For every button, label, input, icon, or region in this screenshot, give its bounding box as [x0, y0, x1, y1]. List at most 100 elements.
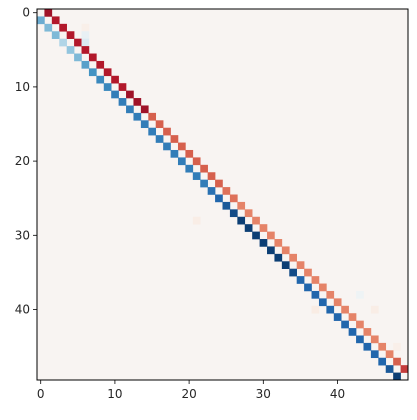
heatmap-cell	[103, 68, 112, 77]
heatmap-cell	[177, 157, 186, 166]
heatmap-cell	[81, 46, 90, 54]
heatmap-cell	[118, 98, 127, 106]
heatmap-cell	[393, 342, 401, 351]
heatmap-cell	[311, 305, 320, 314]
heatmap-cell	[318, 283, 327, 292]
heatmap-cell	[88, 68, 97, 77]
heatmap-cell	[81, 38, 90, 47]
heatmap-cell	[51, 16, 60, 25]
heatmap-cell	[177, 142, 186, 151]
heatmap-cell	[140, 105, 149, 114]
heatmap-cell	[296, 261, 305, 269]
heatmap-cell	[304, 268, 312, 277]
plot-frame	[36, 8, 409, 381]
heatmap-cell	[378, 342, 387, 351]
y-tick-label: 40	[15, 303, 30, 317]
heatmap-cell	[111, 75, 119, 84]
heatmap-cell	[118, 83, 127, 91]
x-tick-label: 30	[256, 387, 271, 401]
heatmap-cell	[66, 46, 75, 54]
heatmap-cell	[185, 149, 194, 158]
x-axis-ticks: 0 10 20 30 40	[37, 380, 345, 401]
heatmap-cell	[200, 179, 208, 188]
heatmap-cell	[341, 305, 349, 314]
heatmap-cell	[341, 320, 349, 329]
heatmap-cell	[393, 357, 401, 366]
heatmap-cell	[370, 305, 379, 314]
heatmap-cell	[81, 60, 90, 69]
heatmap-cell	[311, 276, 320, 284]
heatmap-cell	[74, 53, 82, 62]
heatmap-cell	[311, 290, 320, 299]
heatmap-cell	[385, 365, 394, 373]
heatmap-cell	[289, 253, 297, 262]
heatmap-cell	[81, 23, 90, 32]
heatmap-cell	[244, 224, 253, 232]
heatmap-cell	[244, 209, 253, 218]
heatmap-cell	[74, 38, 82, 47]
heatmap-cell	[88, 53, 97, 62]
heatmap-cell	[170, 149, 179, 158]
heatmap-cell	[185, 164, 194, 173]
heatmap-cell	[356, 290, 364, 299]
heatmap-cell	[267, 231, 275, 240]
heatmap-cell	[348, 313, 357, 321]
heatmap-cell	[170, 135, 179, 143]
heatmap-cell	[304, 283, 312, 292]
heatmap-cell	[192, 157, 201, 166]
heatmap-cell	[148, 127, 157, 136]
heatmap-cell	[252, 216, 260, 225]
heatmap-cell	[51, 31, 60, 39]
heatmap-cell	[356, 320, 364, 329]
heatmap-cell	[140, 120, 149, 129]
heatmap-cell	[207, 187, 216, 195]
heatmap-cell	[237, 216, 246, 225]
heatmap-cell	[400, 365, 409, 373]
heatmap-cell	[96, 60, 105, 69]
heatmap-cell	[318, 298, 327, 307]
heatmap-cell	[370, 335, 379, 344]
heatmap-cell	[237, 201, 246, 210]
heatmap-cell	[333, 298, 342, 307]
heatmap-cell	[200, 164, 208, 173]
heatmap-cell	[155, 135, 164, 143]
heatmap-cell	[81, 31, 90, 39]
heatmap-cell	[126, 105, 134, 114]
heatmap-cell	[133, 112, 142, 121]
heatmap-cell	[274, 253, 283, 262]
heatmap-cell	[59, 38, 67, 47]
y-tick-label: 0	[22, 6, 30, 20]
heatmap-cell	[370, 350, 379, 359]
heatmap-cell	[363, 328, 372, 336]
heatmap-cell	[111, 90, 119, 99]
y-tick-label: 10	[15, 80, 30, 94]
heatmap-cell	[44, 9, 53, 17]
heatmap-cell	[274, 239, 283, 247]
heatmap-cell	[44, 23, 53, 32]
heatmap-cell	[103, 83, 112, 91]
y-axis-ticks: 0 10 20 30 40	[15, 6, 37, 317]
heatmap-cell	[66, 31, 75, 39]
heatmap-cell	[59, 23, 67, 32]
heatmap-cell	[281, 261, 290, 269]
heatmap-cell	[163, 142, 171, 151]
heatmap-cell	[267, 246, 275, 255]
heatmap-cell	[385, 350, 394, 359]
heatmap-cell	[356, 335, 364, 344]
heatmap-cell	[133, 98, 142, 106]
heatmap-cell	[37, 16, 45, 25]
heatmap-cells	[37, 9, 409, 381]
x-tick-label: 40	[330, 387, 345, 401]
x-tick-label: 0	[37, 387, 45, 401]
heatmap-cell	[155, 120, 164, 129]
heatmap-cell	[215, 179, 223, 188]
heatmap-cell	[259, 239, 268, 247]
heatmap-cell	[222, 201, 231, 210]
x-tick-label: 20	[181, 387, 196, 401]
heatmap-cell	[96, 75, 105, 84]
heatmap-cell	[215, 194, 223, 203]
heatmap-cell	[296, 276, 305, 284]
heatmap-cell	[192, 216, 201, 225]
